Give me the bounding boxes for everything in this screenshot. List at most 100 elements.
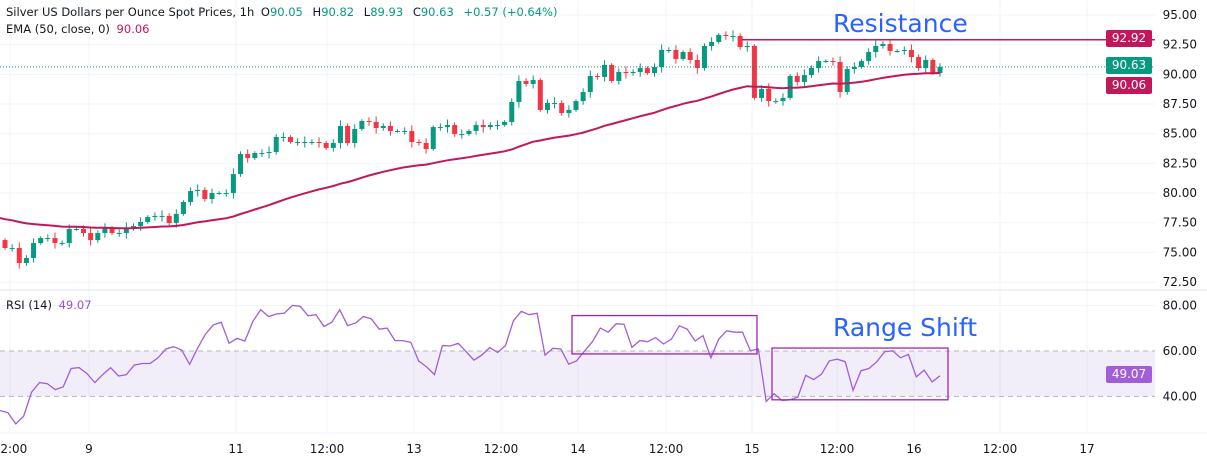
- candle-body: [345, 125, 351, 143]
- candle-body: [858, 61, 864, 67]
- candle: [494, 120, 500, 130]
- price-tick-label: 85.00: [1163, 127, 1197, 141]
- candle: [209, 188, 215, 204]
- candle-body: [830, 61, 836, 63]
- price-tick-label: 80.00: [1163, 186, 1197, 200]
- candle-body: [673, 50, 679, 60]
- candle: [216, 191, 222, 195]
- candle-body: [145, 217, 151, 223]
- candle: [352, 124, 358, 148]
- candle: [309, 139, 315, 145]
- candle: [530, 75, 536, 89]
- candle: [245, 149, 251, 163]
- candle-body: [130, 226, 136, 228]
- time-tick-label: 12:00: [820, 442, 855, 456]
- candle-body: [109, 227, 115, 234]
- candle-body: [937, 66, 943, 74]
- candle-body: [930, 59, 936, 74]
- candle: [302, 136, 308, 148]
- candle-body: [259, 153, 265, 155]
- candle-body: [566, 109, 572, 114]
- candle: [502, 120, 508, 127]
- candle: [387, 121, 393, 136]
- candle: [923, 55, 929, 73]
- candle-body: [744, 45, 750, 48]
- candle: [780, 93, 786, 106]
- candle-body: [609, 64, 615, 81]
- candle-body: [794, 76, 800, 82]
- candle: [687, 48, 693, 64]
- candles: [2, 30, 943, 269]
- candle-body: [730, 36, 736, 38]
- candle-body: [252, 153, 258, 159]
- candle-body: [737, 36, 743, 48]
- candle-body: [59, 243, 65, 245]
- candle: [287, 135, 293, 144]
- candle-body: [216, 193, 222, 195]
- axes: 12:00 9 11 12:00 13 12:00 14 12:00 15 12:00 16 12:0…: [0, 8, 1197, 456]
- candle-body: [238, 153, 244, 175]
- candle: [701, 43, 707, 71]
- candle: [366, 117, 372, 126]
- candle: [851, 62, 857, 74]
- candle: [587, 70, 593, 98]
- candle-body: [894, 50, 900, 52]
- candle: [95, 230, 101, 243]
- candle-body: [266, 151, 272, 154]
- candle-body: [323, 142, 329, 148]
- candle: [559, 100, 565, 116]
- candle-body: [81, 229, 87, 234]
- candle: [409, 125, 415, 148]
- candle: [552, 97, 558, 109]
- candle: [402, 127, 408, 135]
- rsi-range-box-lower: [771, 347, 949, 401]
- candle: [473, 121, 479, 135]
- candle: [280, 132, 286, 142]
- candle: [173, 209, 179, 228]
- candle-body: [659, 50, 665, 67]
- candle-body: [766, 88, 772, 102]
- time-tick-label: 9: [85, 442, 93, 456]
- time-tick-label: 17: [1079, 442, 1094, 456]
- candle-body: [430, 127, 436, 150]
- price-tick-label: 87.50: [1163, 97, 1197, 111]
- candle-body: [123, 227, 129, 234]
- candle-body: [823, 61, 829, 63]
- price-tick-label: 92.50: [1163, 38, 1197, 52]
- candle-body: [445, 125, 451, 128]
- candle: [52, 232, 58, 249]
- candle: [637, 63, 643, 77]
- candle-body: [437, 127, 443, 129]
- ohlc-close: C90.63: [413, 5, 457, 19]
- candle-body: [223, 193, 229, 195]
- candle-body: [866, 52, 872, 62]
- candle-body: [452, 125, 458, 135]
- candle-body: [9, 248, 15, 250]
- candle-body: [644, 68, 650, 74]
- candle: [694, 54, 700, 74]
- candle: [666, 47, 672, 53]
- candle: [580, 88, 586, 105]
- ema-legend[interactable]: EMA (50, close, 0) 90.06: [6, 22, 152, 36]
- candle-body: [537, 80, 543, 110]
- candle: [23, 255, 29, 266]
- time-tick-label: 16: [906, 442, 921, 456]
- candle-body: [844, 69, 850, 93]
- candle: [59, 240, 65, 246]
- time-tick-label: 15: [744, 442, 759, 456]
- candle: [166, 213, 172, 226]
- price-tick-label: 72.50: [1163, 275, 1197, 289]
- candle: [373, 116, 379, 134]
- candle: [459, 129, 465, 139]
- candle-body: [473, 125, 479, 131]
- candle: [537, 78, 543, 112]
- rsi-legend[interactable]: RSI (14) 49.07: [6, 298, 95, 312]
- symbol-title: Silver US Dollars per Ounce Spot Prices,…: [6, 5, 255, 19]
- candle-body: [352, 128, 358, 143]
- candle: [273, 134, 279, 155]
- candle: [801, 69, 807, 88]
- candle-body: [873, 45, 879, 53]
- candle: [573, 99, 579, 112]
- candle-body: [2, 240, 8, 249]
